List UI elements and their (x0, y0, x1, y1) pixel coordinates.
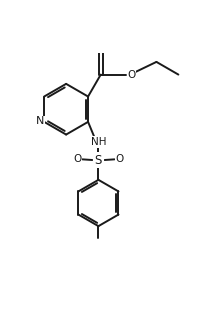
Text: O: O (127, 70, 136, 80)
Text: O: O (73, 154, 82, 164)
Text: O: O (115, 154, 124, 164)
Text: NH: NH (91, 137, 106, 147)
Text: N: N (36, 117, 44, 127)
Text: S: S (95, 154, 102, 166)
